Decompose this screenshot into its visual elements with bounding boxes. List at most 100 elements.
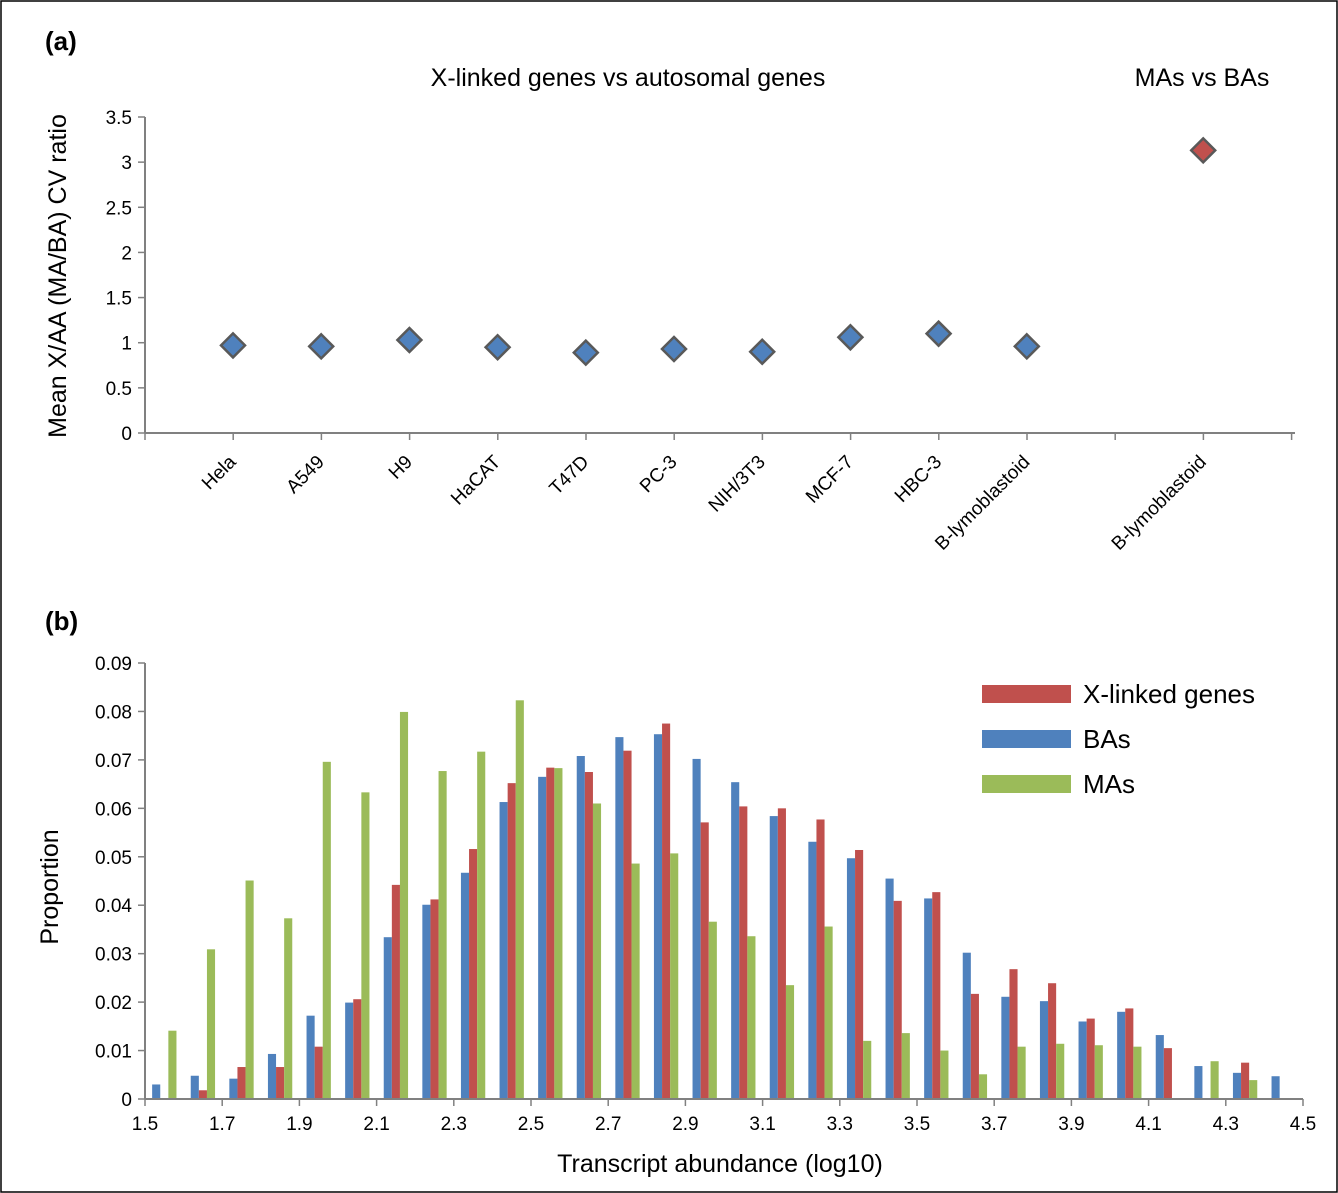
panel-b-y-tick-label: 0 [121, 1090, 132, 1111]
panel-b-x-tick-label: 3.3 [827, 1114, 853, 1135]
panel-b-x-tick-label: 2.9 [672, 1114, 698, 1135]
panel-b-bar [267, 1053, 277, 1099]
panel-b-x-tick-label: 2.3 [441, 1114, 467, 1135]
panel-b-bar [816, 819, 825, 1099]
panel-b-bar [970, 993, 979, 1099]
panel-b-bar [1094, 1045, 1103, 1099]
panel-b-bar [399, 711, 409, 1099]
legend-swatch [982, 685, 1071, 703]
panel-b-x-tick-label: 4.3 [1213, 1114, 1239, 1135]
panel-b-x-tick-label: 2.1 [363, 1114, 389, 1135]
panel-a-point [219, 331, 247, 360]
panel-a-point [748, 337, 776, 366]
panel-a-subtitle-xlinked: X-linked genes vs autosomal genes [431, 64, 826, 92]
panel-b-bar [237, 1067, 246, 1099]
panel-b-x-tick-label: 4.5 [1290, 1114, 1316, 1135]
panel-b-x-tick-label: 2.7 [595, 1114, 621, 1135]
panel-b-bar [361, 792, 370, 1099]
panel-b-bar [769, 816, 778, 1099]
panel-b-x-tick-label: 3.5 [904, 1114, 930, 1135]
panel-b-bar [855, 849, 864, 1099]
panel-b-bar [322, 761, 331, 1099]
panel-b-x-tick-label: 1.9 [286, 1114, 312, 1135]
panel-b-bar [653, 734, 663, 1099]
panel-b-x-tick-label: 1.7 [209, 1114, 235, 1135]
panel-b-y-axis-title: Proportion [36, 829, 64, 944]
panel-b-y-tick-label: 0.08 [95, 702, 132, 723]
panel-b-bar [1232, 1072, 1242, 1099]
panel-b-bar [893, 900, 902, 1099]
panel-b-bar [1001, 996, 1010, 1099]
panel-b-bar [1133, 1046, 1142, 1099]
panel-b-bar [901, 1033, 910, 1099]
panel-b-bar [546, 767, 555, 1099]
panel-b-bar [1048, 983, 1057, 1099]
panel-a-y-tick-label: 2 [121, 243, 132, 264]
panel-b-bar [538, 776, 547, 1099]
panel-b-bar [576, 756, 585, 1099]
panel-a-point [572, 338, 600, 367]
panel-b-bar [1194, 1066, 1203, 1099]
panel-a-point [1013, 332, 1041, 361]
panel-a-y-tick-label: 3.5 [106, 108, 132, 129]
panel-b-bar [824, 926, 833, 1099]
panel-b-bar [777, 808, 786, 1099]
panel-b-bar [168, 1030, 177, 1099]
panel-b-x-tick-label: 4.1 [1135, 1114, 1161, 1135]
panel-b-bar [1056, 1043, 1065, 1099]
panel-a-y-tick-label: 0.5 [106, 379, 132, 400]
panel-b-bar [1125, 1008, 1134, 1099]
panel-b-x-tick-label: 1.5 [132, 1114, 158, 1135]
panel-b-x-tick-label: 3.9 [1058, 1114, 1084, 1135]
panel-b-bar [306, 1015, 315, 1099]
panel-b-bar [314, 1046, 323, 1099]
legend-label: BAs [1083, 724, 1131, 754]
panel-b-bar [747, 936, 756, 1099]
panel-b-bar [1249, 1080, 1258, 1099]
panel-b-bar [1241, 1062, 1250, 1099]
panel-b-bar [554, 768, 563, 1099]
panel-b-plot: 0 0.01 0.02 0.03 0.04 0.05 0.06 0.07 0.08 0.09 1.5… [95, 654, 1316, 1135]
panel-b-bar [430, 899, 439, 1099]
panel-b-bar [198, 1090, 207, 1099]
legend-label: MAs [1083, 769, 1135, 799]
panel-b-bar [731, 782, 740, 1099]
panel-b-bar [499, 802, 508, 1099]
legend-label: X-linked genes [1083, 679, 1255, 709]
panel-b-bar [1155, 1035, 1164, 1099]
panel-b-x-tick-label: 3.1 [749, 1114, 775, 1135]
panel-b-bar [1078, 1021, 1087, 1099]
panel-b-y-tick-label: 0.01 [95, 1042, 132, 1063]
panel-b-bar [1163, 1048, 1172, 1099]
panel-a-point [395, 326, 424, 354]
panel-b-bar [276, 1067, 285, 1099]
panel-b-bar [692, 758, 701, 1099]
panel-b-y-tick-label: 0.07 [95, 751, 132, 772]
panel-b-y-tick-label: 0.09 [95, 654, 132, 675]
panel-b-bar [631, 863, 640, 1099]
panel-b-bar [438, 771, 447, 1099]
panel-b-bar [940, 1050, 949, 1099]
panel-b-y-tick-label: 0.06 [95, 799, 132, 820]
panel-b-bar [592, 803, 602, 1099]
panel-b-bar [885, 878, 894, 1099]
panel-b-bar [615, 737, 624, 1099]
panel-b-bar [708, 921, 717, 1099]
panel-b-bar [245, 880, 254, 1099]
panel-b-y-tick-label: 0.03 [95, 945, 132, 966]
panel-b-legend: X-linked genes BAs MAs [982, 679, 1255, 799]
panel-b-bar [152, 1084, 161, 1099]
panel-b-bar [345, 1002, 354, 1099]
panel-b-y-tick-label: 0.04 [95, 896, 132, 917]
panel-b-bar [932, 892, 941, 1099]
panel-b-bar [1017, 1046, 1026, 1099]
panel-a-y-tick-label: 0 [121, 424, 132, 445]
panel-a-point [924, 319, 953, 348]
panel-a-y-tick-label: 1.5 [106, 289, 132, 310]
panel-a-y-axis-title: Mean X/AA (MA/BA) CV ratio [44, 114, 72, 438]
panel-b-bar [962, 952, 971, 1099]
panel-b-x-tick-label: 2.5 [518, 1114, 544, 1135]
panel-b-bar [808, 841, 817, 1099]
